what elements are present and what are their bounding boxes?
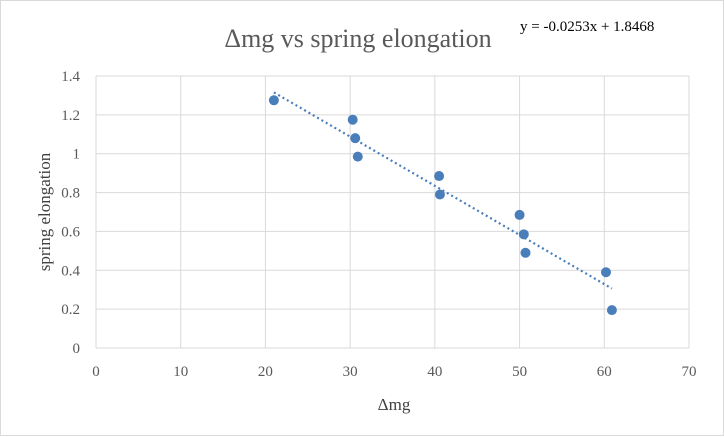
y-tick-label: 1.2 bbox=[61, 108, 80, 124]
data-point bbox=[434, 189, 445, 200]
y-tick-label: 0.4 bbox=[61, 263, 80, 279]
data-point bbox=[606, 305, 617, 316]
chart-title: Δmg vs spring elongation bbox=[224, 24, 491, 53]
data-point bbox=[518, 229, 529, 240]
y-tick-label: 0.2 bbox=[61, 302, 80, 318]
trendline-equation: y = -0.0253x + 1.8468 bbox=[520, 19, 654, 35]
y-tick-label: 1 bbox=[73, 147, 81, 163]
data-point bbox=[514, 209, 525, 220]
data-point bbox=[347, 114, 358, 125]
tick-labels: 0 0.2 0.4 0.6 0.8 1 1.2 1.4 0 10 20 30 40 50 60 70 bbox=[61, 69, 696, 380]
x-tick-label: 60 bbox=[597, 364, 612, 380]
data-point bbox=[268, 95, 279, 106]
y-tick-label: 0.6 bbox=[61, 224, 80, 240]
x-axis-title: Δmg bbox=[378, 395, 411, 414]
x-tick-label: 70 bbox=[682, 364, 697, 380]
data-points bbox=[268, 95, 617, 316]
data-point bbox=[520, 247, 531, 258]
x-tick-label: 0 bbox=[92, 364, 100, 380]
y-tick-label: 0.8 bbox=[61, 186, 80, 202]
y-axis-title: spring elongation bbox=[35, 152, 54, 271]
data-point bbox=[600, 267, 611, 278]
x-tick-label: 30 bbox=[343, 364, 358, 380]
trendline-group bbox=[273, 91, 613, 290]
data-point bbox=[350, 133, 361, 144]
x-tick-label: 20 bbox=[258, 364, 273, 380]
y-tick-label: 1.4 bbox=[61, 69, 80, 85]
data-point bbox=[434, 171, 445, 182]
data-point bbox=[352, 151, 363, 162]
x-tick-label: 50 bbox=[512, 364, 527, 380]
grid bbox=[95, 75, 690, 349]
x-tick-label: 10 bbox=[173, 364, 188, 380]
trendline bbox=[273, 91, 613, 290]
y-tick-label: 0 bbox=[73, 341, 81, 357]
x-tick-label: 40 bbox=[427, 364, 442, 380]
